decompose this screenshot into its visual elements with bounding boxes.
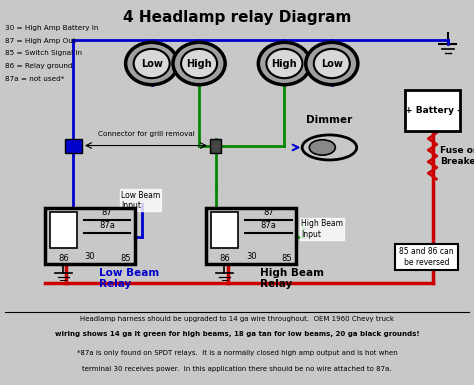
Text: 86: 86 [58, 254, 69, 263]
Text: + Battery -: + Battery - [405, 106, 460, 115]
Text: Fuse or
Breaker: Fuse or Breaker [439, 146, 474, 166]
Text: Low Beam
Input: Low Beam Input [121, 191, 160, 210]
Bar [210, 139, 221, 153]
Circle shape [258, 42, 310, 85]
Text: 30: 30 [246, 252, 256, 261]
Text: Low: Low [141, 59, 163, 69]
Bar [405, 90, 460, 131]
Text: 86 = Relay ground: 86 = Relay ground [5, 63, 72, 69]
Text: High Beam
Input: High Beam Input [301, 219, 343, 239]
Ellipse shape [309, 140, 336, 155]
Text: 85 = Switch Signal In: 85 = Switch Signal In [5, 50, 82, 57]
Text: 87 = High Amp Out: 87 = High Amp Out [5, 38, 75, 44]
Bar [45, 208, 135, 264]
Text: High: High [186, 59, 212, 69]
Text: wiring shows 14 ga lt green for high beams, 18 ga tan for low beams, 20 ga black: wiring shows 14 ga lt green for high bea… [55, 331, 419, 337]
Text: High: High [272, 59, 297, 69]
Text: 87a = not used*: 87a = not used* [5, 76, 64, 82]
Text: Headlamp harness should be upgraded to 14 ga wire throughout.  OEM 1960 Chevy tr: Headlamp harness should be upgraded to 1… [80, 316, 394, 322]
Text: terminal 30 receives power.  In this application there should be no wire attache: terminal 30 receives power. In this appl… [82, 366, 392, 372]
Bar [206, 208, 296, 264]
Circle shape [134, 49, 170, 78]
Text: Low: Low [321, 59, 343, 69]
Text: 4 Headlamp relay Diagram: 4 Headlamp relay Diagram [123, 10, 351, 25]
Text: *87a is only found on SPDT relays.  It is a normally closed high amp output and : *87a is only found on SPDT relays. It is… [77, 350, 397, 357]
Bar [50, 212, 77, 248]
Text: 87: 87 [263, 208, 273, 217]
Text: 85: 85 [282, 254, 292, 263]
Text: 30 = High Amp Battery In: 30 = High Amp Battery In [5, 25, 98, 31]
Circle shape [266, 49, 302, 78]
Text: Connector for grill removal: Connector for grill removal [98, 131, 194, 137]
Text: Dimmer: Dimmer [306, 115, 353, 125]
Text: 85 and 86 can
be reversed: 85 and 86 can be reversed [399, 247, 454, 267]
Text: 30: 30 [85, 252, 95, 261]
Text: Low Beam
Relay: Low Beam Relay [99, 268, 159, 289]
Text: High Beam
Relay: High Beam Relay [260, 268, 324, 289]
Circle shape [314, 49, 350, 78]
Circle shape [181, 49, 217, 78]
Circle shape [173, 42, 225, 85]
Circle shape [306, 42, 358, 85]
Text: 87a: 87a [260, 221, 276, 230]
Ellipse shape [302, 135, 356, 160]
Text: 86: 86 [219, 254, 230, 263]
Text: 85: 85 [120, 254, 131, 263]
Bar [211, 212, 238, 248]
Text: 87a: 87a [99, 221, 115, 230]
Circle shape [126, 42, 178, 85]
Text: 87: 87 [102, 208, 112, 217]
Bar [65, 139, 82, 153]
Bar [395, 244, 458, 270]
